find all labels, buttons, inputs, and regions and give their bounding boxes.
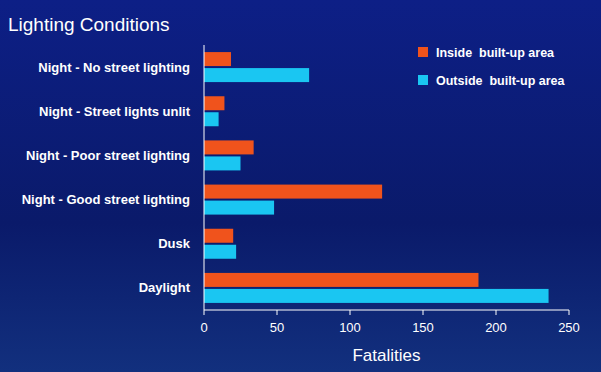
chart-root: Lighting Conditions Night - No street lig… [0, 0, 601, 372]
chart: Lighting Conditions Night - No street lig… [0, 0, 601, 372]
y-axis [204, 45, 205, 310]
category-label: Night - Good street lighting [22, 192, 190, 207]
bar [204, 245, 236, 259]
tick [569, 310, 570, 315]
tick-label: 200 [485, 320, 507, 335]
axis-label: Fatalities [352, 346, 420, 365]
legend-swatch [418, 47, 428, 57]
tick-label: 50 [270, 320, 284, 335]
bar [204, 68, 309, 82]
bar [204, 156, 241, 170]
tick [204, 310, 205, 315]
bar [204, 52, 231, 66]
category-label: Dusk [158, 236, 191, 251]
bar [204, 289, 549, 303]
bar [204, 273, 478, 287]
bar [204, 201, 274, 215]
bar [204, 112, 219, 126]
tick-label: 150 [412, 320, 434, 335]
category-label: Night - Poor street lighting [26, 148, 190, 163]
legend-swatch [418, 75, 428, 85]
bar [204, 185, 382, 199]
tick [277, 310, 278, 315]
background [0, 0, 601, 372]
tick-label: 250 [558, 320, 580, 335]
category-label: Daylight [139, 280, 191, 295]
tick [423, 310, 424, 315]
bar [204, 140, 254, 154]
tick-label: 0 [200, 320, 207, 335]
tick-label: 100 [339, 320, 361, 335]
category-label: Night - No street lighting [38, 60, 190, 75]
legend-label: Inside built-up area [436, 46, 555, 60]
legend-label: Outside built-up area [436, 74, 566, 88]
x-axis [204, 310, 569, 311]
title: Lighting Conditions [8, 14, 170, 35]
category-label: Night - Street lights unlit [39, 104, 191, 119]
bars [204, 52, 549, 303]
tick [496, 310, 497, 315]
bar [204, 96, 224, 110]
bar [204, 229, 233, 243]
tick [350, 310, 351, 315]
